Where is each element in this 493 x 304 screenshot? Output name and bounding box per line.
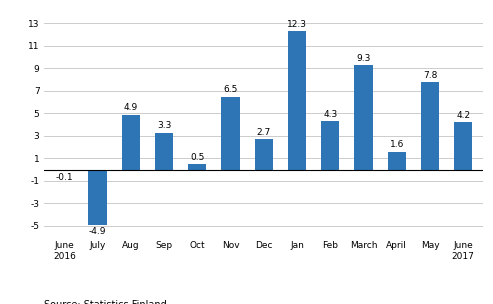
Bar <box>421 82 439 170</box>
Text: 6.5: 6.5 <box>223 85 238 94</box>
Bar <box>254 139 273 170</box>
Bar <box>221 97 240 170</box>
Text: 7.8: 7.8 <box>423 71 437 80</box>
Bar <box>188 164 207 170</box>
Text: 4.3: 4.3 <box>323 110 337 119</box>
Text: 0.5: 0.5 <box>190 153 205 162</box>
Text: Source: Statistics Finland: Source: Statistics Finland <box>44 300 167 304</box>
Text: 1.6: 1.6 <box>389 140 404 149</box>
Bar <box>354 65 373 170</box>
Bar <box>88 170 106 225</box>
Text: 4.2: 4.2 <box>456 111 470 120</box>
Bar <box>387 152 406 170</box>
Bar <box>321 121 339 170</box>
Text: 9.3: 9.3 <box>356 54 371 63</box>
Text: 12.3: 12.3 <box>287 20 307 29</box>
Bar <box>288 31 306 170</box>
Bar <box>122 115 140 170</box>
Text: 4.9: 4.9 <box>124 103 138 112</box>
Text: 3.3: 3.3 <box>157 121 171 130</box>
Text: -0.1: -0.1 <box>56 173 73 182</box>
Bar <box>155 133 173 170</box>
Text: -4.9: -4.9 <box>89 227 106 236</box>
Bar <box>454 123 472 170</box>
Text: 2.7: 2.7 <box>257 128 271 137</box>
Bar <box>55 170 73 171</box>
